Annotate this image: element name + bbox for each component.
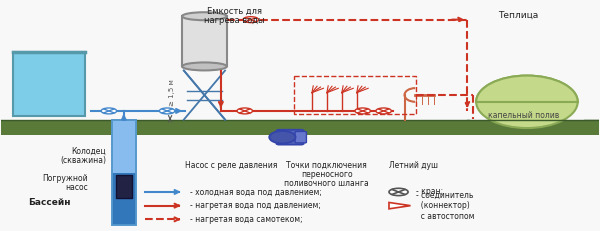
FancyBboxPatch shape: [112, 120, 136, 225]
Text: - холодная вода под давлением;: - холодная вода под давлением;: [190, 187, 322, 196]
Text: Бассейн: Бассейн: [28, 198, 70, 207]
Ellipse shape: [476, 76, 578, 128]
Text: Погружной: Погружной: [43, 174, 88, 183]
Text: (скважина): (скважина): [60, 155, 106, 164]
Text: Насос с реле давления: Насос с реле давления: [185, 161, 278, 170]
Ellipse shape: [182, 12, 227, 20]
Text: поливочного шланга: поливочного шланга: [284, 179, 369, 188]
Text: - кран;: - кран;: [416, 187, 443, 196]
Circle shape: [160, 108, 175, 114]
Ellipse shape: [182, 62, 227, 70]
Text: нагрева воды: нагрева воды: [204, 16, 265, 25]
FancyBboxPatch shape: [1, 120, 599, 135]
Text: - нагретая вода самотеком;: - нагретая вода самотеком;: [190, 215, 302, 224]
FancyBboxPatch shape: [467, 120, 599, 135]
Text: - соединитель
  (коннектор)
  с автостопом: - соединитель (коннектор) с автостопом: [416, 191, 475, 221]
Text: насос: насос: [65, 183, 88, 192]
Text: капельный полив: капельный полив: [488, 111, 560, 120]
Text: переносного: переносного: [301, 170, 353, 179]
Text: Емкость для: Емкость для: [207, 7, 262, 16]
Circle shape: [389, 188, 408, 196]
Text: ≥ 1,5 м: ≥ 1,5 м: [169, 79, 175, 106]
FancyBboxPatch shape: [182, 16, 227, 67]
FancyBboxPatch shape: [277, 130, 304, 145]
Ellipse shape: [269, 131, 296, 143]
Text: Точки подключения: Точки подключения: [287, 161, 367, 170]
Text: - нагретая вода под давлением;: - нагретая вода под давлением;: [190, 201, 320, 210]
Circle shape: [243, 17, 259, 23]
FancyBboxPatch shape: [470, 102, 584, 140]
Polygon shape: [389, 202, 410, 209]
Circle shape: [355, 108, 370, 114]
Text: Колодец: Колодец: [71, 146, 106, 155]
Text: Теплица: Теплица: [498, 11, 538, 19]
Circle shape: [376, 108, 391, 114]
Circle shape: [237, 108, 253, 114]
FancyBboxPatch shape: [116, 175, 131, 198]
FancyBboxPatch shape: [112, 173, 136, 225]
FancyBboxPatch shape: [295, 131, 307, 143]
Ellipse shape: [476, 76, 578, 128]
Circle shape: [101, 108, 116, 114]
Text: Летний душ: Летний душ: [389, 161, 438, 170]
FancyBboxPatch shape: [13, 52, 85, 116]
